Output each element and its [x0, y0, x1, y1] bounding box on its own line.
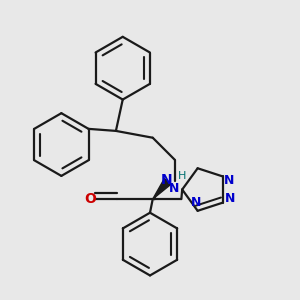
- Text: N: N: [224, 174, 235, 187]
- Text: N: N: [191, 196, 202, 209]
- Text: H: H: [178, 172, 186, 182]
- Text: N: N: [225, 192, 236, 205]
- Text: O: O: [84, 192, 96, 206]
- Polygon shape: [153, 178, 171, 199]
- Text: N: N: [161, 173, 173, 187]
- Text: N: N: [169, 182, 180, 195]
